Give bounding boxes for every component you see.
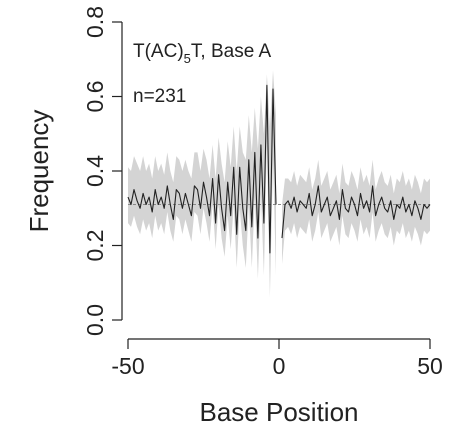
- frequency-line-1: [127, 84, 277, 254]
- x-ticks: -50 0 50: [111, 339, 443, 379]
- y-tick-label: 0.8: [82, 6, 108, 38]
- x-tick-label: 0: [273, 353, 286, 379]
- y-tick-label: 0.2: [82, 230, 108, 262]
- x-tick-label: 50: [417, 353, 443, 379]
- x-axis-title: Base Position: [200, 397, 359, 427]
- y-tick-label: 0.6: [82, 81, 108, 113]
- y-ticks: 0.0 0.2 0.4 0.6 0.8: [82, 6, 122, 336]
- confidence-band-1: [128, 70, 276, 298]
- y-axis-title: Frequency: [24, 110, 54, 233]
- annotation-count: n=231: [133, 86, 186, 107]
- annotation-sequence: T(AC)5T, Base A: [133, 41, 271, 66]
- y-tick-label: 0.0: [82, 304, 108, 336]
- x-tick-label: -50: [111, 353, 144, 379]
- frequency-lines: [127, 84, 431, 254]
- frequency-line-2: [281, 185, 431, 239]
- y-tick-label: 0.4: [82, 155, 108, 187]
